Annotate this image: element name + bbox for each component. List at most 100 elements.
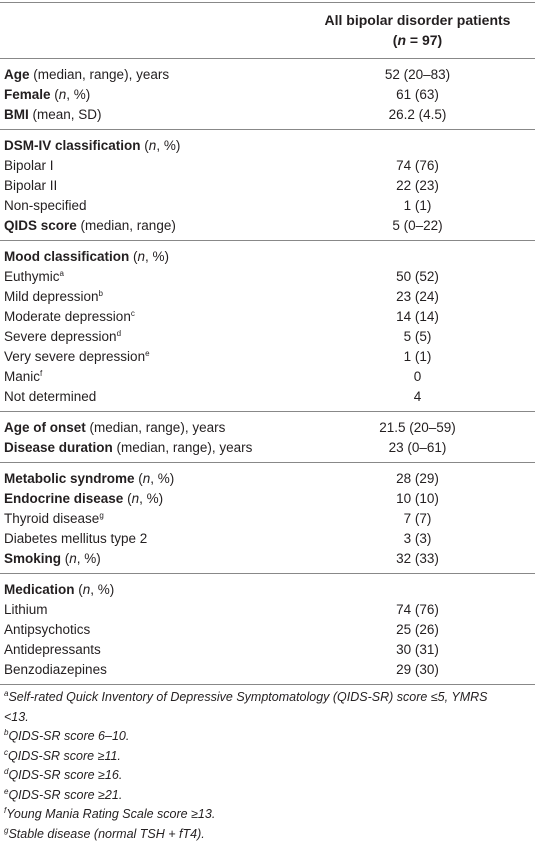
text-segment: n — [397, 32, 406, 48]
table-row: Medication (n, %) — [0, 580, 535, 600]
cell-value: 32 (33) — [300, 549, 535, 569]
text-segment: Antipsychotics — [4, 622, 90, 637]
cell-value: 10 (10) — [300, 489, 535, 509]
table: All bipolar disorder patients(n = 97) Ag… — [0, 2, 535, 685]
table-row: Benzodiazepines 29 (30) — [0, 660, 535, 680]
row-label: Age of onset (median, range), years — [4, 418, 225, 438]
header-line: All bipolar disorder patients — [300, 12, 535, 28]
text-segment: n — [138, 249, 146, 264]
row-label: Lithium — [4, 600, 48, 620]
text-segment: (median, range), years — [30, 67, 170, 82]
text-segment: Self-rated Quick Inventory of Depressive… — [4, 690, 487, 724]
table-row: Thyroid diseaseg 7 (7) — [0, 509, 535, 529]
row-label: Thyroid diseaseg — [4, 509, 104, 529]
row-label: Euthymica — [4, 267, 64, 287]
footnote: dQIDS-SR score ≥16. — [4, 766, 509, 786]
text-segment: Smoking — [4, 551, 61, 566]
text-segment: Euthymic — [4, 269, 60, 284]
row-label: Endocrine disease (n, %) — [4, 489, 163, 509]
row-label: Metabolic syndrome (n, %) — [4, 469, 174, 489]
text-segment: Diabetes mellitus type 2 — [4, 531, 147, 546]
text-segment: ( — [51, 87, 59, 102]
text-segment: Stable disease (normal TSH + fT4). — [8, 827, 204, 841]
cell-value: 7 (7) — [300, 509, 535, 529]
cell-value: 1 (1) — [300, 347, 535, 367]
superscript: b — [99, 289, 103, 298]
text-segment: Female — [4, 87, 51, 102]
cell-value: 26.2 (4.5) — [300, 105, 535, 125]
table-row: Antidepressants 30 (31) — [0, 640, 535, 660]
text-segment: Age — [4, 67, 30, 82]
text-segment: BMI — [4, 107, 29, 122]
row-label: Antipsychotics — [4, 620, 90, 640]
text-segment: (median, range), years — [86, 420, 226, 435]
text-segment: , %) — [139, 491, 163, 506]
text-segment: , %) — [66, 87, 90, 102]
footnote: cQIDS-SR score ≥11. — [4, 747, 509, 767]
row-label: Bipolar I — [4, 156, 54, 176]
text-segment: = 97) — [406, 32, 442, 48]
table-header: All bipolar disorder patients (n = 97) — [0, 3, 535, 59]
text-segment: Metabolic syndrome — [4, 471, 135, 486]
row-label: Mood classification (n, %) — [4, 247, 169, 267]
table-row: Metabolic syndrome (n, %) 28 (29) — [0, 469, 535, 489]
cell-value: 30 (31) — [300, 640, 535, 660]
text-segment: QIDS-SR score ≥21. — [8, 788, 122, 802]
text-segment: ( — [135, 471, 143, 486]
text-segment: DSM-IV classification — [4, 138, 141, 153]
row-label: Bipolar II — [4, 176, 57, 196]
row-label: Diabetes mellitus type 2 — [4, 529, 147, 549]
cell-value: 5 (0–22) — [300, 216, 535, 236]
footnote: bQIDS-SR score 6–10. — [4, 727, 509, 747]
cell-value: 29 (30) — [300, 660, 535, 680]
superscript: g — [99, 511, 103, 520]
text-segment: Moderate depression — [4, 309, 131, 324]
text-segment: , %) — [156, 138, 180, 153]
header-line: (n = 97) — [300, 32, 535, 48]
row-label: Smoking (n, %) — [4, 549, 101, 569]
row-label: Moderate depressionc — [4, 307, 135, 327]
row-label: Manicf — [4, 367, 42, 387]
text-segment: (mean, SD) — [29, 107, 102, 122]
cell-value: 3 (3) — [300, 529, 535, 549]
cell-value: 22 (23) — [300, 176, 535, 196]
superscript: e — [145, 349, 149, 358]
table-section: Age (median, range), years 52 (20–83) Fema… — [0, 59, 535, 130]
text-segment: Mood classification — [4, 249, 129, 264]
table-section: Metabolic syndrome (n, %) 28 (29) Endocrin… — [0, 463, 535, 574]
text-segment: (median, range), years — [113, 440, 253, 455]
cell-value: 52 (20–83) — [300, 65, 535, 85]
cell-value: 28 (29) — [300, 469, 535, 489]
text-segment: QIDS score — [4, 218, 77, 233]
text-segment: Antidepressants — [4, 642, 101, 657]
text-segment: , %) — [145, 249, 169, 264]
text-segment: Mild depression — [4, 289, 99, 304]
row-label: Benzodiazepines — [4, 660, 107, 680]
superscript: c — [131, 309, 135, 318]
superscript: d — [117, 329, 121, 338]
row-label: Non-specified — [4, 196, 87, 216]
text-segment: Endocrine disease — [4, 491, 123, 506]
text-segment: Benzodiazepines — [4, 662, 107, 677]
table-row: Age (median, range), years 52 (20–83) — [0, 65, 535, 85]
superscript: f — [40, 369, 42, 378]
text-segment: , %) — [150, 471, 174, 486]
text-segment: Young Mania Rating Scale score ≥13. — [6, 807, 215, 821]
table-row: DSM-IV classification (n, %) — [0, 136, 535, 156]
table-body: Age (median, range), years 52 (20–83) Fema… — [0, 59, 535, 685]
text-segment: All bipolar disorder patients — [325, 12, 511, 28]
text-segment: Lithium — [4, 602, 48, 617]
text-segment: ( — [141, 138, 149, 153]
row-label: Disease duration (median, range), years — [4, 438, 252, 458]
